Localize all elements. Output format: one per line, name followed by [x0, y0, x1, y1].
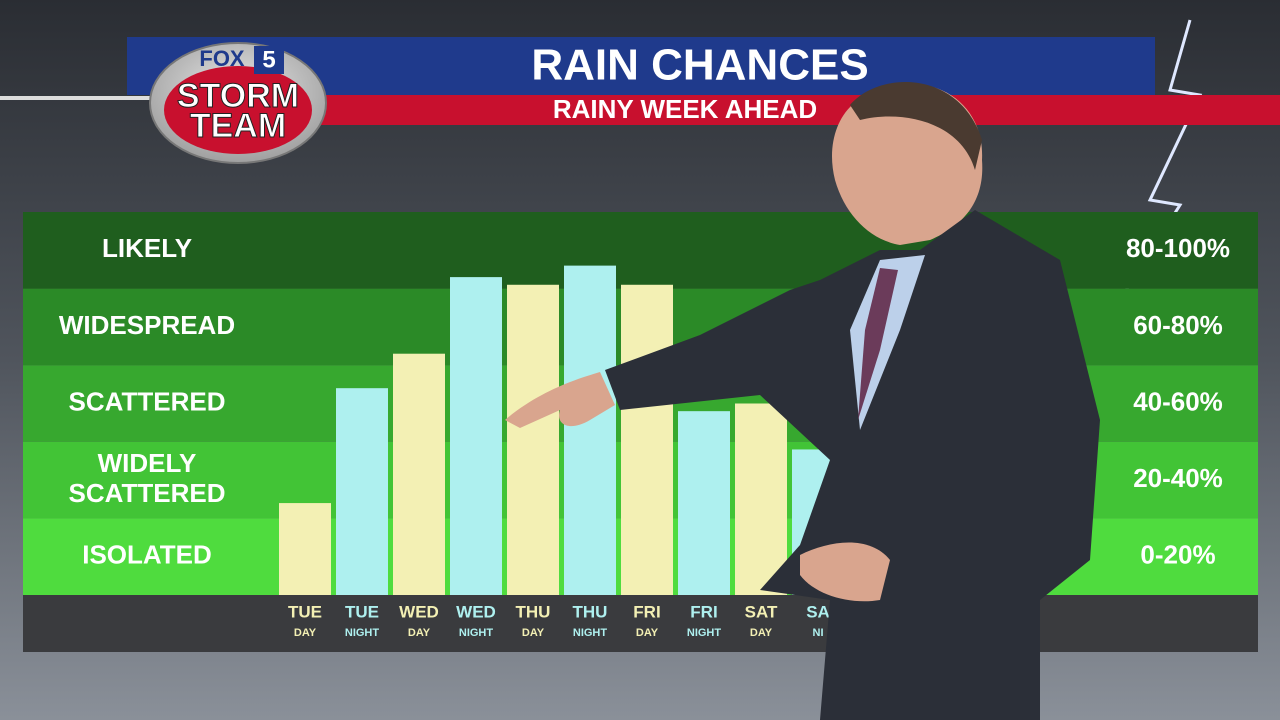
- presenter-tie: [858, 268, 898, 420]
- title: RAIN CHANCES: [531, 41, 868, 90]
- x-label: SA: [806, 602, 830, 621]
- logo-team: TEAM: [190, 107, 286, 145]
- bar: [450, 277, 502, 595]
- x-sublabel: NIGHT: [687, 627, 722, 639]
- x-label: FRI: [633, 602, 660, 621]
- band-range: 60-80%: [1133, 310, 1223, 340]
- x-label: TUE: [345, 602, 379, 621]
- band-label: SCATTERED: [69, 386, 226, 416]
- bar: [507, 284, 559, 595]
- x-sublabel: NIGHT: [345, 627, 380, 639]
- x-sublabel: NI: [813, 627, 824, 639]
- band-label: ISOLATED: [82, 540, 212, 570]
- x-label: TUE: [288, 602, 322, 621]
- bar: [564, 265, 616, 595]
- presenter-hair: [850, 82, 982, 170]
- presenter-shirt: [850, 255, 925, 430]
- logo-num-box: [254, 46, 284, 74]
- label-strip: [23, 595, 1258, 652]
- bar: [336, 388, 388, 595]
- band-range: 40-60%: [1133, 386, 1223, 416]
- logo-red: [164, 66, 312, 154]
- bar: [621, 284, 673, 595]
- x-sublabel: DAY: [294, 627, 317, 639]
- subtitle-bar: [290, 95, 1280, 125]
- logo-storm: STORM: [177, 77, 299, 115]
- logo-fox: FOX: [199, 46, 245, 71]
- band-range: 80-100%: [1126, 233, 1230, 263]
- bar: [393, 353, 445, 595]
- x-label: WED: [399, 602, 439, 621]
- x-sublabel: NIGHT: [573, 627, 608, 639]
- presenter-hand: [505, 372, 615, 428]
- band-label: WIDELY SCATTERED: [69, 448, 226, 508]
- bar: [678, 411, 730, 595]
- band-label: LIKELY: [102, 233, 192, 263]
- presenter: [505, 82, 1100, 720]
- x-label: FRI: [690, 602, 717, 621]
- logo-num: 5: [262, 46, 275, 73]
- x-label: THU: [516, 602, 551, 621]
- bar: [279, 503, 331, 595]
- subtitle: RAINY WEEK AHEAD: [553, 94, 817, 124]
- band-range: 20-40%: [1133, 463, 1223, 493]
- band: [23, 212, 1258, 289]
- rule: [0, 96, 160, 100]
- x-sublabel: DAY: [636, 627, 659, 639]
- presenter-hand-left: [800, 542, 890, 602]
- x-label: THU: [573, 602, 608, 621]
- presenter-suit: [605, 210, 1100, 720]
- x-sublabel: DAY: [408, 627, 431, 639]
- x-sublabel: DAY: [750, 627, 773, 639]
- x-label: WED: [456, 602, 496, 621]
- x-label: SAT: [745, 602, 778, 621]
- band-label: WIDESPREAD: [59, 310, 235, 340]
- logo: FOX 5 STORM TEAM: [149, 42, 327, 164]
- x-sublabel: NIGHT: [459, 627, 494, 639]
- band-range: 0-20%: [1140, 540, 1215, 570]
- bar: [735, 403, 787, 595]
- x-sublabel: DAY: [522, 627, 545, 639]
